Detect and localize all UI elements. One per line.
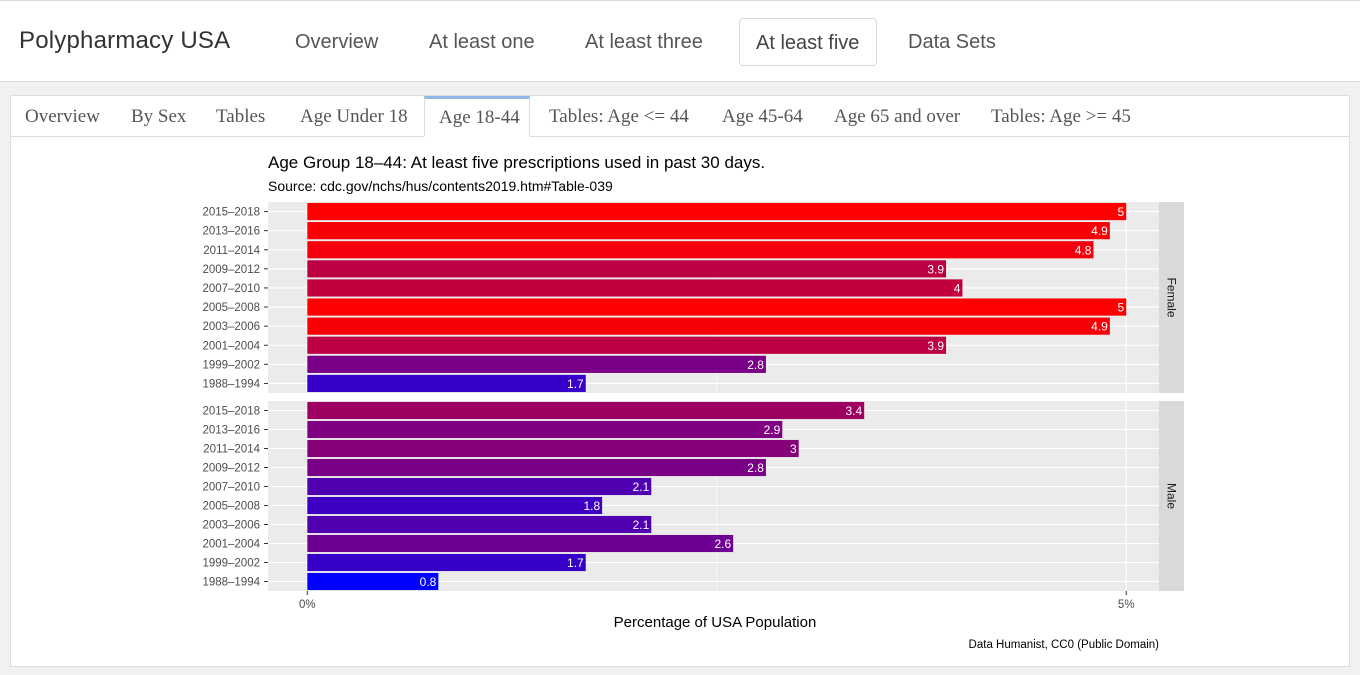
data-label-female-6: 4.9 xyxy=(1091,320,1108,334)
data-label-female-5: 5 xyxy=(1118,301,1125,315)
data-label-male-8: 1.7 xyxy=(567,556,584,570)
tab-age-18-44[interactable]: Age 18-44 xyxy=(424,96,530,137)
y-tick-label-male-4: 2007–2010 xyxy=(202,482,260,494)
tab-bar: Overview By Sex Tables Age Under 18 Age … xyxy=(11,96,1349,137)
y-tick-label-male-1: 2013–2016 xyxy=(202,425,260,437)
data-label-female-0: 5 xyxy=(1118,205,1125,219)
tab-by-sex[interactable]: By Sex xyxy=(131,106,187,127)
bar-female-3 xyxy=(307,260,947,278)
facet-strip-female xyxy=(1159,202,1184,393)
data-label-male-5: 1.8 xyxy=(583,499,600,513)
data-label-male-0: 3.4 xyxy=(845,404,862,418)
facet-strip-male xyxy=(1159,401,1184,591)
bar-female-8 xyxy=(307,355,766,373)
y-tick-label-female-9: 1988–1994 xyxy=(202,378,260,390)
data-label-male-6: 2.1 xyxy=(633,518,650,532)
tab-age-65-and-over[interactable]: Age 65 and over xyxy=(834,106,961,127)
y-tick-label-female-4: 2007–2010 xyxy=(202,283,260,295)
data-label-female-7: 3.9 xyxy=(927,339,944,353)
bar-female-9 xyxy=(307,374,586,393)
data-label-female-8: 2.8 xyxy=(747,358,764,372)
y-tick-label-male-3: 2009–2012 xyxy=(202,463,260,475)
y-tick-label-female-3: 2009–2012 xyxy=(202,264,260,276)
y-tick-label-female-1: 2013–2016 xyxy=(202,226,260,238)
tab-tables-age-ge-45[interactable]: Tables: Age >= 45 xyxy=(991,106,1131,127)
x-axis-label: Percentage of USA Population xyxy=(614,614,817,631)
facet-label-female: Female xyxy=(1165,277,1179,317)
bar-male-2 xyxy=(307,439,799,458)
chart-caption: Data Humanist, CC0 (Public Domain) xyxy=(969,639,1160,651)
data-label-male-9: 0.8 xyxy=(420,575,437,589)
y-tick-label-male-7: 2001–2004 xyxy=(202,539,260,551)
data-label-female-4: 4 xyxy=(954,281,961,295)
bar-male-8 xyxy=(307,553,586,572)
data-label-female-9: 1.7 xyxy=(567,377,584,391)
nav-at-least-five[interactable]: At least five xyxy=(739,18,877,66)
nav-overview[interactable]: Overview xyxy=(295,31,379,53)
brand-title[interactable]: Polypharmacy USA xyxy=(19,27,231,54)
y-tick-label-female-6: 2003–2006 xyxy=(202,321,260,333)
data-label-female-2: 4.8 xyxy=(1075,243,1092,257)
bar-male-5 xyxy=(307,496,603,515)
nav-at-least-one[interactable]: At least one xyxy=(429,31,535,53)
data-label-female-3: 3.9 xyxy=(927,262,944,276)
y-tick-label-male-8: 1999–2002 xyxy=(202,558,260,570)
chart-title: Age Group 18–44: At least five prescript… xyxy=(268,153,765,172)
y-tick-label-male-0: 2015–2018 xyxy=(202,406,260,418)
bar-male-6 xyxy=(307,515,652,534)
data-label-male-3: 2.8 xyxy=(747,461,764,475)
bar-female-1 xyxy=(307,222,1110,240)
data-label-male-7: 2.6 xyxy=(714,537,731,551)
bar-female-2 xyxy=(307,241,1094,259)
y-tick-label-male-9: 1988–1994 xyxy=(202,577,260,589)
tab-age-under-18[interactable]: Age Under 18 xyxy=(300,106,408,127)
bar-male-3 xyxy=(307,458,766,477)
y-tick-label-female-0: 2015–2018 xyxy=(202,207,260,219)
data-label-male-1: 2.9 xyxy=(764,423,781,437)
nav-at-least-three[interactable]: At least three xyxy=(585,31,703,53)
y-tick-label-male-2: 2011–2014 xyxy=(203,444,260,456)
chart-subtitle: Source: cdc.gov/nchs/hus/contents2019.ht… xyxy=(268,178,613,194)
tab-tables-age-le-44[interactable]: Tables: Age <= 44 xyxy=(549,106,689,127)
x-tick-label-1: 5% xyxy=(1118,599,1135,611)
y-tick-label-female-5: 2005–2008 xyxy=(202,302,260,314)
facet-label-male: Male xyxy=(1165,483,1179,509)
bar-female-5 xyxy=(307,298,1127,316)
nav-data-sets[interactable]: Data Sets xyxy=(908,31,996,53)
bar-male-9 xyxy=(307,572,439,591)
bar-female-7 xyxy=(307,336,947,354)
bar-female-0 xyxy=(307,202,1127,221)
y-tick-label-female-2: 2011–2014 xyxy=(203,245,260,257)
y-tick-label-female-8: 1999–2002 xyxy=(202,359,260,371)
y-tick-label-male-5: 2005–2008 xyxy=(202,501,260,513)
bar-male-1 xyxy=(307,420,783,439)
tab-age-45-64[interactable]: Age 45-64 xyxy=(722,106,803,127)
tab-overview[interactable]: Overview xyxy=(25,106,100,127)
bar-male-4 xyxy=(307,477,652,496)
bar-male-7 xyxy=(307,534,734,553)
y-tick-label-male-6: 2003–2006 xyxy=(202,520,260,532)
bar-male-0 xyxy=(307,401,865,420)
bar-female-4 xyxy=(307,279,963,297)
y-tick-label-female-7: 2001–2004 xyxy=(202,340,260,352)
bar-female-6 xyxy=(307,317,1110,335)
x-tick-label-0: 0% xyxy=(299,599,316,611)
top-navbar: Polypharmacy USA Overview At least one A… xyxy=(0,0,1360,82)
data-label-male-4: 2.1 xyxy=(633,480,650,494)
data-label-male-2: 3 xyxy=(790,442,797,456)
tab-tables[interactable]: Tables xyxy=(216,106,266,127)
data-label-female-1: 4.9 xyxy=(1091,224,1108,238)
